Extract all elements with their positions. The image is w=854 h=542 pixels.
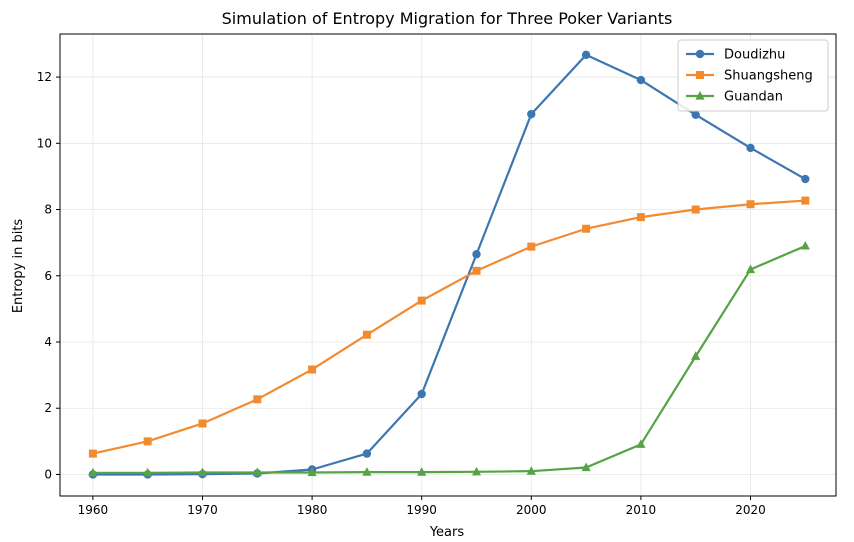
x-tick-label: 1990: [406, 503, 437, 517]
x-tick-label: 2010: [626, 503, 657, 517]
legend: Doudizhu Shuangsheng Guandan: [677, 39, 829, 112]
data-point-shuangsheng: [143, 437, 152, 446]
data-point-shuangsheng: [253, 395, 262, 404]
data-point-guandan: [581, 462, 591, 472]
data-point-guandan: [526, 466, 536, 475]
data-point-doudizhu: [691, 110, 700, 120]
y-tick-label: 12: [37, 70, 52, 84]
x-tick-label: 1970: [187, 503, 218, 517]
y-tick-label: 10: [37, 136, 52, 150]
axes: 1960 1970 1980 1990 2000 2010 2020 0 2 4 6 8 10 12: [37, 33, 837, 517]
data-point-shuangsheng: [746, 200, 755, 209]
data-point-guandan: [691, 351, 701, 360]
data-point-guandan: [745, 264, 756, 274]
data-point-doudizhu: [362, 449, 372, 458]
series-line-guandan: [92, 244, 806, 474]
x-tick-label: 1960: [78, 503, 109, 517]
data-point-doudizhu: [636, 75, 646, 85]
legend-label-doudizhu: Doudizhu: [724, 48, 785, 63]
legend-label-guandan: Guandan: [724, 90, 783, 105]
data-point-guandan: [362, 467, 372, 476]
data-point-guandan: [471, 466, 482, 476]
series-doudizhu: [88, 50, 810, 479]
data-point-shuangsheng: [636, 213, 645, 222]
data-point-shuangsheng: [308, 365, 317, 374]
y-tick-label: 2: [44, 401, 52, 415]
data-point-shuangsheng: [582, 224, 591, 233]
series-guandan: [88, 240, 810, 477]
data-point-shuangsheng: [801, 196, 810, 205]
data-point-shuangsheng: [691, 205, 700, 214]
data-point-guandan: [143, 467, 153, 477]
y-tick-label: 8: [44, 203, 52, 217]
data-point-guandan: [636, 439, 646, 448]
data-point-doudizhu: [801, 174, 810, 184]
data-point-shuangsheng: [472, 266, 481, 275]
x-tick-label: 1980: [297, 503, 328, 517]
data-point-doudizhu: [527, 109, 536, 119]
data-point-shuangsheng: [417, 296, 426, 305]
data-point-doudizhu: [581, 50, 591, 60]
legend-marker-guandan: [695, 91, 705, 100]
y-tick-label: 0: [44, 467, 52, 481]
data-point-doudizhu: [472, 250, 481, 259]
series-line-shuangsheng: [92, 199, 806, 455]
series-group: [88, 50, 810, 479]
legend-item-shuangsheng: Shuangsheng: [686, 69, 813, 84]
data-point-guandan: [252, 467, 262, 477]
plot-frame: [59, 33, 837, 497]
legend-item-guandan: Guandan: [686, 90, 783, 105]
data-point-doudizhu: [417, 389, 426, 399]
data-point-guandan: [88, 467, 98, 477]
data-point-shuangsheng: [198, 419, 207, 428]
data-point-shuangsheng: [527, 242, 536, 251]
data-point-shuangsheng: [362, 330, 371, 339]
x-tick-label: 2000: [516, 503, 547, 517]
x-axis-label: Years: [429, 525, 465, 540]
data-point-doudizhu: [746, 143, 755, 153]
legend-label-shuangsheng: Shuangsheng: [724, 69, 813, 84]
chart-title: Simulation of Entropy Migration for Thre…: [222, 9, 673, 28]
legend-box: [677, 39, 829, 112]
legend-item-doudizhu: Doudizhu: [686, 48, 785, 63]
y-tick-label: 4: [44, 335, 52, 349]
data-point-guandan: [307, 467, 317, 477]
legend-marker-shuangsheng: [696, 71, 704, 79]
legend-marker-doudizhu: [695, 49, 705, 59]
x-tick-label: 2020: [735, 503, 766, 517]
data-point-guandan: [800, 240, 810, 250]
data-point-guandan: [417, 467, 427, 476]
y-axis-label: Entropy in bits: [11, 219, 26, 314]
y-tick-label: 6: [44, 269, 52, 283]
data-point-shuangsheng: [88, 449, 97, 458]
data-point-guandan: [197, 467, 208, 477]
series-shuangsheng: [88, 196, 810, 458]
